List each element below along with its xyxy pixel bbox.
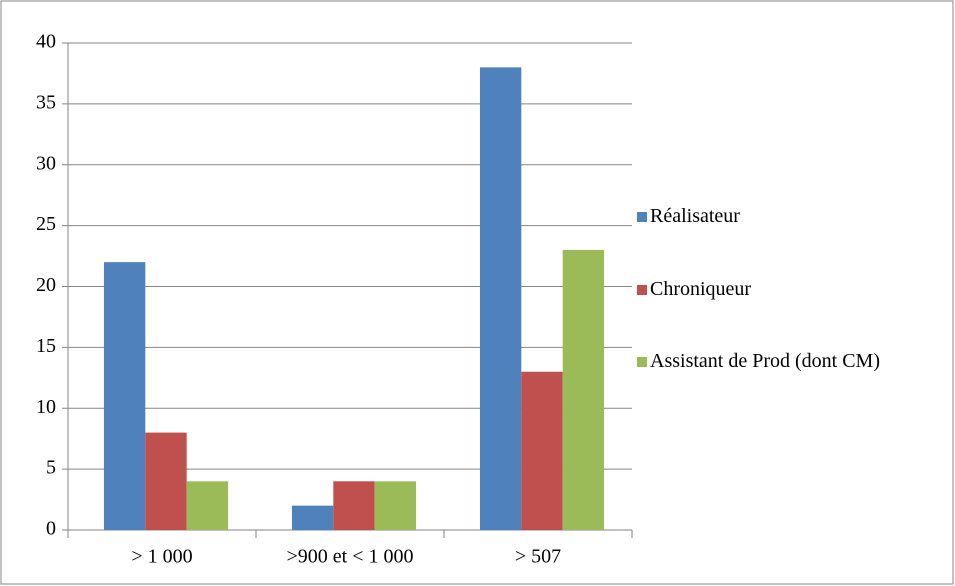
bar	[291, 505, 334, 530]
y-tick-label: 0	[46, 518, 56, 540]
bar	[333, 481, 375, 530]
legend-item: Réalisateur	[637, 204, 899, 228]
bar	[145, 432, 187, 530]
y-tick-label: 30	[36, 152, 56, 174]
y-tick-label: 40	[36, 31, 56, 53]
x-tick-label: > 1 000	[131, 546, 192, 568]
legend-label: Réalisateur	[650, 205, 740, 227]
bar	[186, 481, 229, 530]
legend-item: Chroniqueur	[637, 277, 899, 301]
bar	[374, 481, 417, 530]
y-tick-label: 15	[36, 335, 56, 357]
y-tick-label: 20	[36, 274, 56, 296]
bar	[479, 67, 522, 530]
legend-label: Assistant de Prod (dont CM)	[650, 350, 880, 372]
x-tick-label: > 507	[515, 546, 561, 568]
y-tick-label: 25	[36, 213, 56, 235]
bar	[103, 262, 146, 530]
y-tick-label: 35	[36, 91, 56, 113]
legend-item: Assistant de Prod (dont CM)	[637, 349, 899, 373]
legend-swatch	[637, 357, 647, 367]
y-tick-label: 10	[36, 396, 56, 418]
legend-swatch	[637, 285, 647, 295]
x-tick-label: >900 et < 1 000	[287, 546, 414, 568]
legend-swatch	[637, 212, 647, 222]
legend-label: Chroniqueur	[650, 278, 752, 300]
bar	[562, 249, 605, 530]
bar	[521, 371, 563, 530]
y-tick-label: 5	[46, 457, 56, 479]
